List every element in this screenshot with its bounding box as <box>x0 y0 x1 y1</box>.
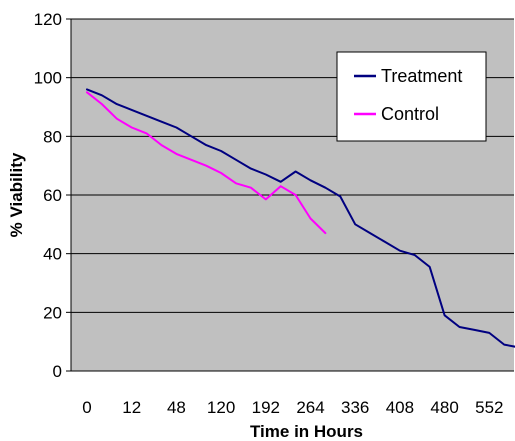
legend-label-control: Control <box>381 104 439 124</box>
series-layer <box>86 88 515 348</box>
legend-box <box>336 51 487 142</box>
y-tick-label: 120 <box>34 10 62 29</box>
x-axis-title: Time in Hours <box>250 422 363 441</box>
axes <box>66 18 514 372</box>
x-tick-label: 336 <box>341 398 369 417</box>
y-tick-label: 60 <box>43 186 62 205</box>
x-tick-label: 264 <box>296 398 324 417</box>
x-tick-label: 48 <box>167 398 186 417</box>
x-tick-label: 120 <box>207 398 235 417</box>
y-tick-labels: 0 20 40 60 80 100 120 <box>34 10 62 381</box>
y-tick-label: 80 <box>43 127 62 146</box>
x-tick-label: 552 <box>475 398 503 417</box>
y-tick-label: 20 <box>43 303 62 322</box>
series-line-treatment <box>86 88 515 348</box>
x-tick-label: 12 <box>122 398 141 417</box>
series-line-control <box>86 91 327 235</box>
y-axis-title: % Viability <box>7 152 26 237</box>
y-tick-label: 0 <box>53 362 62 381</box>
y-tick-label: 40 <box>43 245 62 264</box>
x-tick-label: 0 <box>82 398 91 417</box>
x-tick-label: 480 <box>430 398 458 417</box>
legend-label-treatment: Treatment <box>381 66 462 86</box>
x-tick-label: 408 <box>386 398 414 417</box>
x-tick-labels: 0 12 48 120 192 264 336 408 480 552 <box>82 398 503 417</box>
y-tick-label: 100 <box>34 69 62 88</box>
legend: Treatment Control <box>336 51 487 142</box>
gridlines <box>71 18 514 313</box>
x-tick-label: 192 <box>252 398 280 417</box>
